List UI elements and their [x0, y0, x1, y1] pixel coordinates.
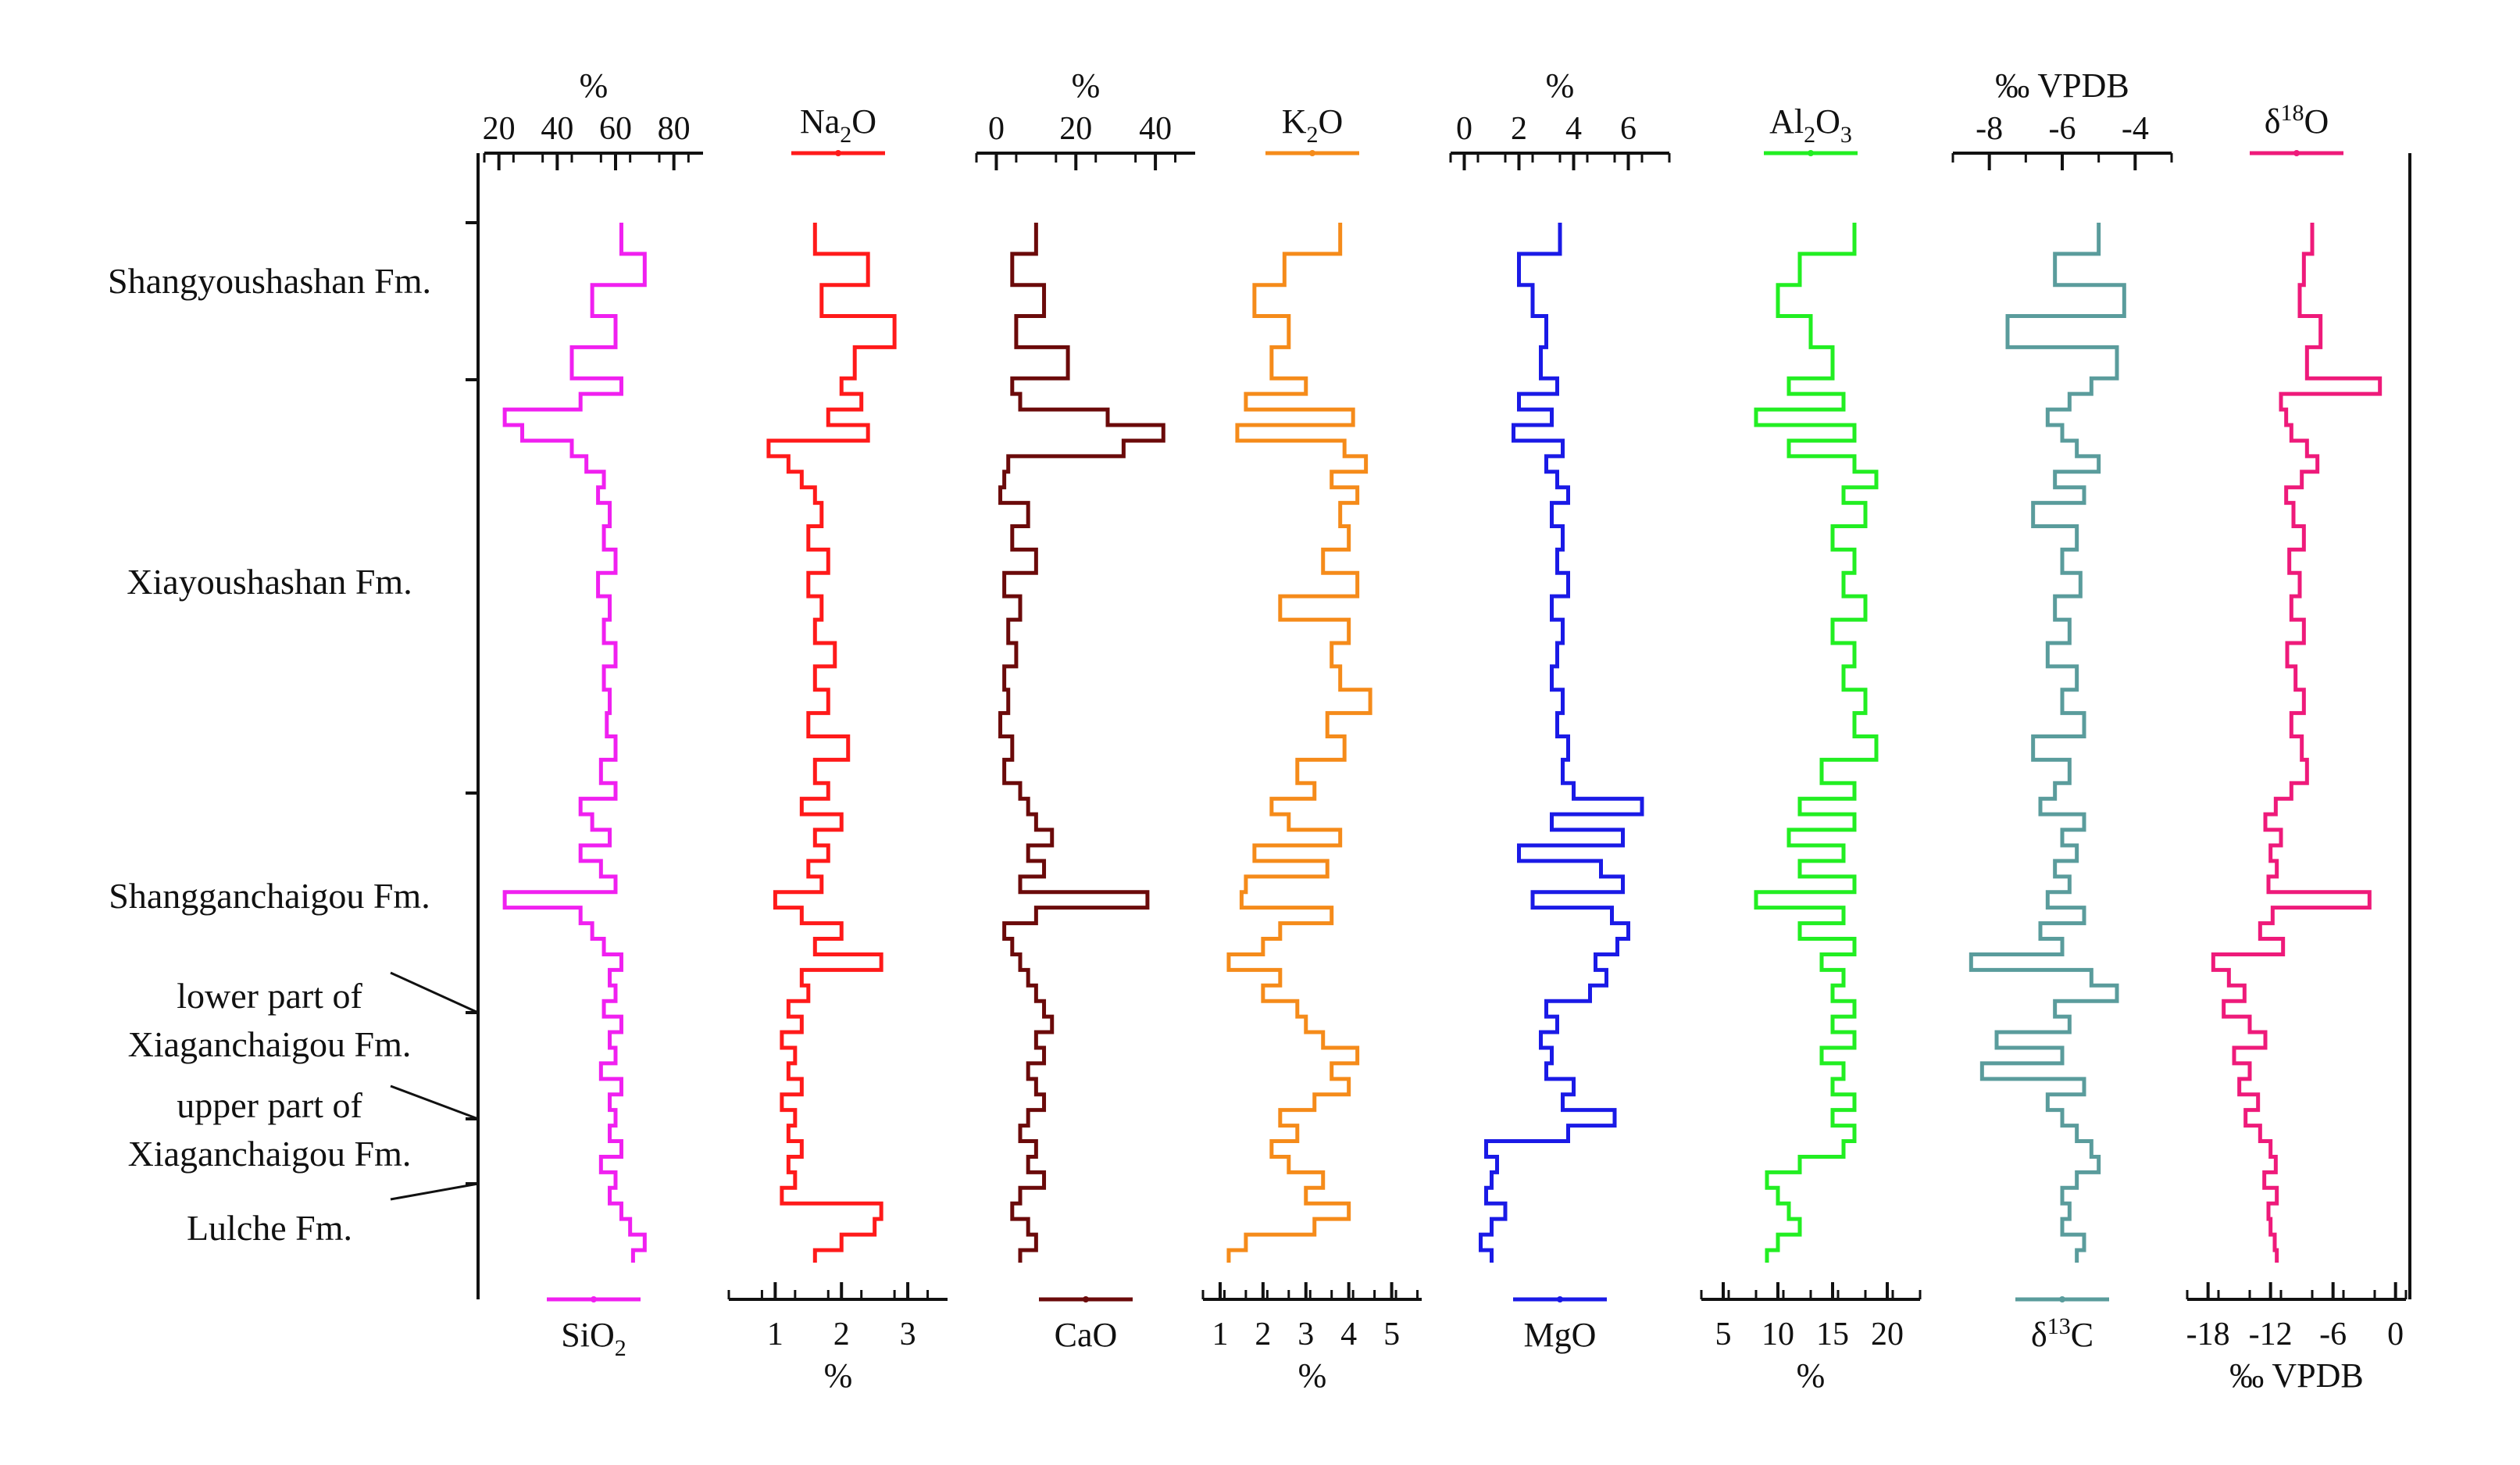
legend-marker-3: [1309, 150, 1315, 156]
panel-4: 0 2 4 6% MgO: [1449, 66, 1671, 1354]
tick-label-3-4: 5: [1383, 1317, 1400, 1352]
leader-line-lulche: [390, 1182, 479, 1201]
tick-label-2-0: 0: [988, 111, 1005, 147]
tick-label-5-1: 10: [1762, 1317, 1794, 1352]
series-curve-3: [1226, 223, 1372, 1263]
series-label-4: MgO: [1524, 1316, 1597, 1354]
unit-bottom-1: %: [824, 1356, 853, 1395]
formation-label-shangganchaigou: Shangganchaigou Fm.: [109, 876, 430, 916]
series-panels: 20 40 60 80%SiO2 1 2 3%Na2O 0 20 40%CaO 1 2 3 4 5%K2O 0…: [483, 66, 2408, 1395]
tick-label-2-1: 20: [1059, 111, 1092, 147]
unit-top-2: %: [1072, 66, 1101, 105]
tick-label-1-0: 1: [767, 1317, 783, 1352]
panel-0: 20 40 60 80% SiO2: [483, 66, 703, 1361]
unit-top-6: ‰ VPDB: [1995, 66, 2129, 105]
legend-marker-6: [2059, 1296, 2065, 1302]
tick-label-6-0: -8: [1976, 111, 2003, 147]
unit-bottom-3: %: [1298, 1356, 1327, 1395]
tick-label-5-3: 20: [1871, 1317, 1904, 1352]
tick-label-3-3: 4: [1340, 1317, 1357, 1352]
panel-5: 5 10 15 20% Al2O3: [1700, 102, 1922, 1395]
formation-label-lower-xiaganchaigou-line1: lower part of: [177, 976, 362, 1016]
tick-label-7-0: -18: [2186, 1317, 2230, 1352]
formation-label-lower-xiaganchaigou-line2: Xiaganchaigou Fm.: [128, 1024, 412, 1064]
series-curve-4: [1479, 223, 1644, 1263]
series-label-1: Na2O: [800, 102, 876, 148]
series-curve-5: [1754, 223, 1879, 1263]
legend-marker-5: [1808, 150, 1814, 156]
tick-label-0-1: 40: [541, 111, 573, 147]
legend-marker-4: [1557, 1296, 1563, 1302]
panel-7: -18 -12 -6 0 ‰ VPDB δ18O: [2186, 100, 2408, 1395]
formation-label-upper-xiaganchaigou-line1: upper part of: [177, 1085, 362, 1125]
tick-label-7-1: -12: [2249, 1317, 2293, 1352]
panel-2: 0 20 40% CaO: [975, 66, 1195, 1354]
unit-bottom-5: %: [1797, 1356, 1826, 1395]
tick-label-5-0: 5: [1715, 1317, 1732, 1352]
tick-label-7-3: 0: [2387, 1317, 2404, 1352]
tick-label-0-2: 60: [599, 111, 632, 147]
formation-label-lulche: Lulche Fm.: [187, 1208, 352, 1248]
tick-label-6-2: -4: [2122, 111, 2149, 147]
legend-marker-7: [2293, 150, 2300, 156]
panel-1: 1 2 3% Na2O: [727, 102, 948, 1395]
tick-label-6-1: -6: [2049, 111, 2076, 147]
formation-label-xiayoushashan: Xiayoushashan Fm.: [127, 562, 412, 602]
series-curve-2: [998, 223, 1165, 1263]
series-label-3: K2O: [1282, 102, 1344, 148]
formation-labels: Shangyoushashan Fm. Xiayoushashan Fm. Sh…: [108, 261, 479, 1248]
leader-line-upper: [390, 1084, 479, 1120]
unit-top-0: %: [580, 66, 609, 105]
series-label-5: Al2O3: [1769, 102, 1852, 148]
series-curve-7: [2211, 223, 2383, 1263]
unit-top-4: %: [1546, 66, 1575, 105]
series-curve-0: [502, 223, 647, 1263]
series-label-2: CaO: [1055, 1316, 1118, 1354]
series-curve-6: [1969, 223, 2126, 1263]
tick-label-2-2: 40: [1139, 111, 1172, 147]
legend-marker-2: [1083, 1296, 1089, 1302]
tick-label-3-2: 3: [1297, 1317, 1314, 1352]
tick-label-0-0: 20: [483, 111, 516, 147]
tick-label-0-3: 80: [658, 111, 691, 147]
series-label-6: δ13C: [2031, 1313, 2093, 1354]
tick-label-3-0: 1: [1212, 1317, 1228, 1352]
legend-marker-0: [591, 1296, 597, 1302]
formation-label-shangyoushashan: Shangyoushashan Fm.: [108, 261, 431, 301]
tick-label-4-2: 4: [1565, 111, 1582, 147]
tick-label-5-2: 15: [1816, 1317, 1849, 1352]
legend-marker-1: [835, 150, 841, 156]
series-label-0: SiO2: [561, 1316, 626, 1361]
series-curve-1: [766, 223, 897, 1263]
tick-label-1-2: 3: [900, 1317, 916, 1352]
series-label-7: δ18O: [2265, 100, 2329, 141]
formation-label-upper-xiaganchaigou-line2: Xiaganchaigou Fm.: [128, 1134, 412, 1174]
tick-label-4-3: 6: [1620, 111, 1637, 147]
tick-label-3-1: 2: [1255, 1317, 1271, 1352]
leader-line-lower: [390, 971, 479, 1014]
panel-3: 1 2 3 4 5% K2O: [1201, 102, 1422, 1395]
tick-label-4-0: 0: [1456, 111, 1472, 147]
unit-bottom-7: ‰ VPDB: [2229, 1356, 2364, 1395]
tick-label-7-2: -6: [2319, 1317, 2347, 1352]
tick-label-4-1: 2: [1511, 111, 1527, 147]
frame: [466, 153, 2411, 1299]
tick-label-1-1: 2: [833, 1317, 850, 1352]
panel-6: -8 -6 -4 ‰ VPDB δ13C: [1951, 66, 2173, 1354]
